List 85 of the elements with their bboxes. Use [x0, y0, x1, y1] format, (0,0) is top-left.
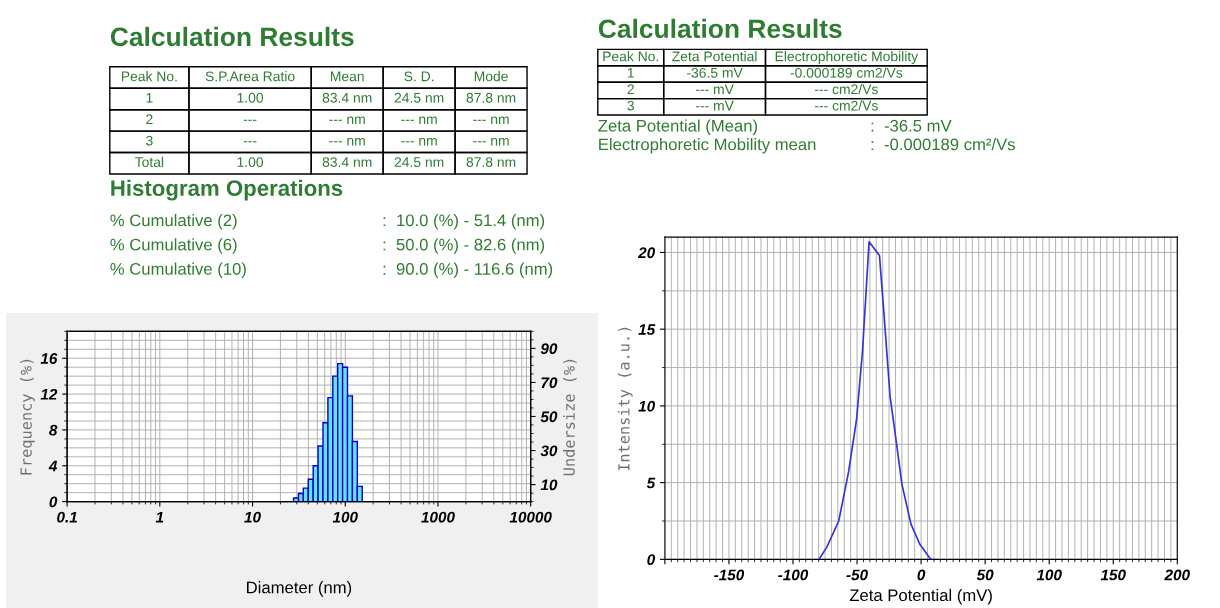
text: --- cm2/Vs: [814, 83, 878, 95]
category-label: Electrophoretic Mobility: [775, 51, 919, 65]
text: --- mV: [695, 84, 734, 94]
y2-tick-label: 90: [540, 343, 558, 355]
text: --- cm2/Vs: [814, 100, 878, 111]
line-series: [818, 240, 933, 560]
text: --- nm: [329, 116, 365, 124]
y-tick-label: 15: [638, 324, 656, 335]
text: % Cumulative (6): [110, 238, 237, 254]
text: --- nm: [401, 137, 437, 146]
text: 1.00: [237, 92, 264, 103]
text: % Cumulative (10): [110, 262, 246, 279]
category-label: S.P.Area Ratio: [205, 71, 295, 82]
category-label: Mean: [330, 71, 364, 82]
text: --- nm: [401, 116, 437, 124]
text: Calculation Results: [598, 18, 842, 39]
x-axis-title: Diameter (nm): [247, 581, 352, 597]
y2-tick-label: 10: [540, 479, 558, 491]
text: 1: [146, 93, 153, 103]
category-label: Mode: [474, 71, 508, 82]
text: Histogram Operations: [111, 179, 343, 201]
text: --- nm: [329, 137, 365, 146]
y2-axis-title: Undersize (%): [563, 359, 577, 476]
text: 3: [146, 135, 153, 146]
text: ---: [243, 141, 257, 143]
text: : 90.0 (%) - 116.6 (nm): [383, 262, 553, 279]
y2-tick-label: 70: [541, 377, 558, 389]
x-tick-label: 100: [332, 511, 358, 523]
text: : 50.0 (%) - 82.6 (nm): [383, 238, 545, 254]
text: --- mV: [695, 100, 734, 111]
y2-tick-label: 50: [540, 411, 558, 423]
x-tick-label: 0: [917, 569, 926, 581]
text: -36.5 mV: [687, 67, 743, 78]
x-tick-label: 200: [1164, 569, 1190, 581]
text: % Cumulative (2): [110, 213, 237, 230]
y-tick-label: 16: [40, 353, 58, 364]
x-tick-label: -150: [714, 569, 745, 581]
text: --- nm: [473, 116, 509, 124]
x-tick-label: 150: [1100, 569, 1126, 581]
category-label: S. D.: [404, 71, 434, 82]
y-axis-title: Intensity (a.u.): [617, 327, 633, 471]
x-tick-label: 0.1: [57, 511, 77, 523]
text: : -36.5 mV: [871, 119, 952, 132]
text: ---: [243, 119, 257, 121]
category-label: Peak No.: [121, 71, 177, 82]
text: 2: [627, 84, 634, 94]
x-tick-label: 50: [976, 569, 994, 581]
y-tick-label: 5: [646, 477, 656, 489]
text: Calculation Results: [110, 26, 354, 47]
y-tick-label: 10: [638, 400, 656, 412]
y-tick-label: 0: [647, 554, 656, 566]
text: 87.8 nm: [466, 92, 516, 103]
category-label: Peak No.: [603, 51, 659, 62]
y-tick-label: 8: [49, 424, 58, 436]
y-tick-label: 20: [637, 247, 656, 259]
y-tick-label: 4: [48, 460, 58, 472]
text: 83.4 nm: [322, 92, 372, 103]
y-axis-title: Frequency (%): [20, 359, 35, 475]
text: Zeta Potential (Mean): [598, 119, 758, 135]
x-tick-label: 10: [244, 511, 261, 523]
text: -0.000189 cm2/Vs: [790, 67, 903, 78]
text: 24.5 nm: [394, 157, 444, 167]
y-tick-label: 0: [49, 496, 58, 508]
text: 1.00: [237, 157, 264, 167]
x-tick-label: 10000: [509, 511, 552, 523]
text: 83.4 nm: [322, 157, 372, 167]
x-tick-label: 1: [155, 511, 164, 523]
y-tick-label: 12: [40, 388, 58, 400]
text: Total: [135, 156, 164, 167]
x-axis-title: Zeta Potential (mV): [849, 588, 992, 605]
x-tick-label: 1000: [421, 511, 455, 523]
x-tick-label: -100: [778, 569, 809, 581]
text: 87.8 nm: [466, 157, 516, 167]
x-tick-label: 100: [1036, 569, 1062, 581]
text: : -0.000189 cm²/Vs: [871, 138, 1015, 151]
text: 1: [627, 68, 634, 78]
text: 24.5 nm: [394, 92, 444, 103]
x-tick-label: -50: [846, 569, 868, 581]
text: --- nm: [473, 137, 509, 146]
text: 3: [627, 100, 634, 111]
text: : 10.0 (%) - 51.4 (nm): [383, 213, 545, 230]
text: 2: [146, 114, 153, 124]
y2-tick-label: 30: [540, 445, 558, 457]
text: Electrophoretic Mobility mean: [599, 138, 816, 154]
category-label: Zeta Potential: [672, 51, 757, 62]
